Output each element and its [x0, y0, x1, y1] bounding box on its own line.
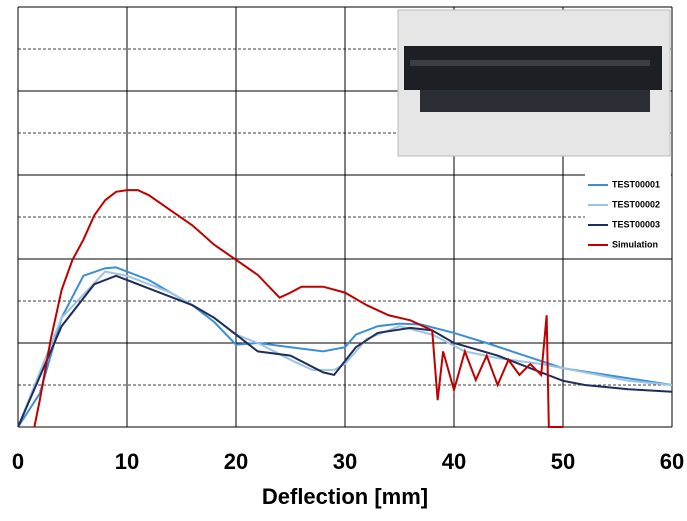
legend-label: TEST00003	[612, 219, 660, 229]
series-line	[33, 189, 563, 428]
x-tick-label: 50	[551, 449, 575, 474]
x-tick-label: 20	[224, 449, 248, 474]
legend-label: TEST00002	[612, 199, 660, 209]
legend-label: TEST00001	[612, 179, 660, 189]
x-tick-label: 0	[12, 449, 24, 474]
series-line	[17, 270, 673, 428]
x-axis-label: Deflection [mm]	[262, 484, 428, 509]
x-tick-label: 40	[442, 449, 466, 474]
series-line	[17, 266, 673, 428]
x-tick-label: 30	[333, 449, 357, 474]
x-tick-label: 60	[660, 449, 684, 474]
inset-photo	[397, 9, 671, 157]
legend-label: Simulation	[612, 239, 658, 249]
x-tick-label: 10	[115, 449, 139, 474]
legend-box	[585, 173, 671, 257]
